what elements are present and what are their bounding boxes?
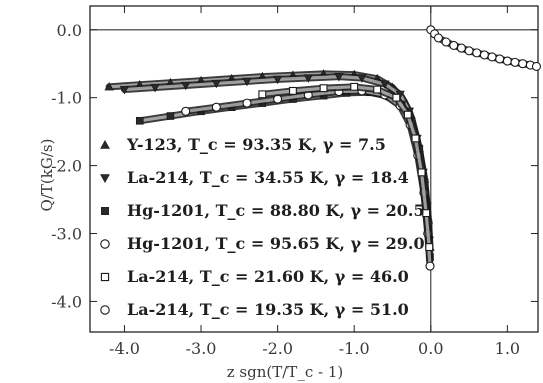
data-point — [422, 209, 431, 218]
plot-border — [89, 5, 539, 333]
data-point — [272, 75, 283, 85]
legend-entry: Y-123, T_c = 93.35 K, γ = 7.5 — [100, 135, 386, 154]
data-point — [242, 77, 252, 87]
data-point — [303, 74, 313, 83]
data-point — [119, 85, 130, 95]
y-tick-label: -2.0 — [51, 157, 82, 176]
data-point — [380, 80, 390, 89]
data-point — [518, 59, 528, 69]
data-point — [319, 84, 328, 93]
legend-marker — [101, 207, 109, 215]
x-tick-label: -1.0 — [339, 339, 370, 358]
data-point — [449, 40, 459, 50]
x-tick-label: 1.0 — [495, 339, 520, 358]
data-point — [181, 106, 191, 116]
data-series — [104, 25, 542, 271]
legend-label: La-214, T_c = 19.35 K, γ = 51.0 — [127, 300, 409, 319]
y-tick-label: -1.0 — [51, 89, 82, 108]
y-tick-label: -3.0 — [51, 225, 82, 244]
legend-label: La-214, T_c = 34.55 K, γ = 18.4 — [127, 168, 409, 187]
data-point — [211, 102, 221, 112]
data-point — [181, 81, 191, 91]
data-point — [464, 46, 474, 56]
data-point — [502, 56, 512, 66]
data-point — [104, 81, 114, 91]
x-tick-label: -3.0 — [186, 339, 217, 358]
data-point — [150, 83, 160, 93]
x-tick-label: 0.0 — [418, 339, 443, 358]
tick-labels: -4.0 -3.0 -2.0 -1.0 0.0 1.0 0.0 -1.0 -2.0 -3.0 -4.… — [51, 21, 520, 358]
x-tick-label: -4.0 — [109, 339, 140, 358]
data-point — [495, 54, 505, 64]
legend-label: Hg-1201, T_c = 88.80 K, γ = 20.5 — [127, 201, 425, 220]
data-point — [425, 261, 435, 271]
legend: Y-123, T_c = 93.35 K, γ = 7.5 La-214, T_c… — [100, 135, 425, 319]
legend-marker — [100, 305, 110, 315]
legend-marker — [100, 272, 110, 282]
data-point — [242, 98, 252, 108]
data-point — [135, 116, 144, 125]
y-axis-title: Q/T(kG/s) — [38, 139, 56, 212]
data-point — [479, 50, 489, 60]
legend-entry: Hg-1201, T_c = 95.65 K, γ = 29.0 — [100, 234, 425, 253]
data-point — [373, 85, 382, 94]
data-point — [288, 86, 297, 95]
data-point — [166, 112, 175, 120]
data-point — [425, 243, 434, 252]
legend-entry: La-214, T_c = 21.60 K, γ = 46.0 — [100, 267, 409, 286]
y-tick-label: 0.0 — [57, 21, 82, 40]
data-point — [403, 110, 412, 119]
data-point — [334, 73, 344, 82]
data-point — [258, 90, 267, 99]
x-tick-label: -2.0 — [262, 339, 293, 358]
data-point — [350, 82, 359, 91]
legend-entry: La-214, T_c = 34.55 K, γ = 18.4 — [100, 168, 409, 187]
data-point — [417, 168, 426, 177]
series-6 — [426, 25, 542, 71]
y-tick-label: -4.0 — [51, 292, 82, 311]
data-point — [510, 57, 520, 67]
data-point — [531, 61, 542, 71]
data-point — [487, 52, 497, 62]
legend-entry: La-214, T_c = 19.35 K, γ = 51.0 — [100, 300, 409, 319]
data-point — [392, 93, 401, 102]
data-point — [211, 79, 222, 89]
data-point — [433, 33, 443, 43]
legend-label: La-214, T_c = 21.60 K, γ = 46.0 — [127, 267, 409, 286]
legend-marker — [100, 239, 110, 249]
legend-label: Hg-1201, T_c = 95.65 K, γ = 29.0 — [127, 234, 425, 253]
data-point — [472, 48, 482, 58]
reference-lines — [90, 6, 538, 332]
x-axis-title: z sgn(T/T_c - 1) — [227, 363, 343, 381]
legend-marker — [100, 139, 110, 149]
data-point — [441, 37, 451, 47]
tick-marks — [90, 6, 538, 332]
series-5 — [258, 82, 434, 252]
legend-label: Y-123, T_c = 93.35 K, γ = 7.5 — [126, 135, 386, 154]
legend-marker — [100, 174, 110, 184]
legend-entry: Hg-1201, T_c = 88.80 K, γ = 20.5 — [101, 201, 425, 220]
data-point — [411, 134, 420, 143]
data-point — [456, 43, 466, 53]
data-point — [357, 74, 367, 83]
plot-frame — [89, 5, 539, 333]
